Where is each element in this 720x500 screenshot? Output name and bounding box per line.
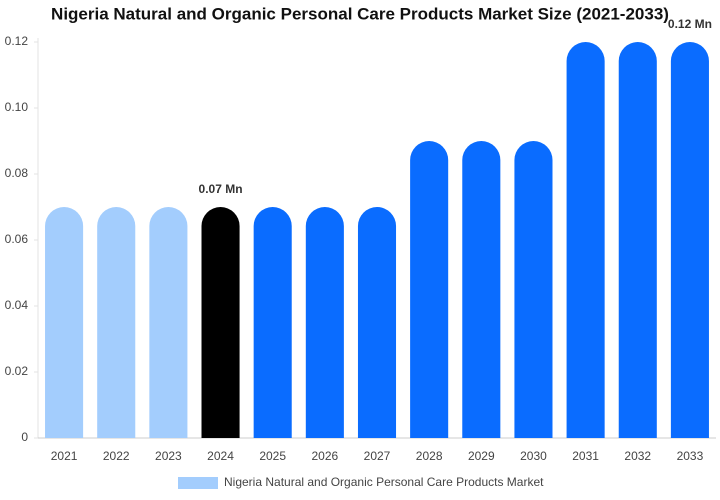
y-tick-label: 0.10 [5, 100, 29, 114]
x-tick-label: 2023 [155, 449, 182, 463]
data-label: 0.12 Mn [668, 17, 712, 31]
x-tick-label: 2026 [311, 449, 338, 463]
x-tick-label: 2028 [416, 449, 443, 463]
bar [253, 206, 292, 438]
x-tick-label: 2031 [572, 449, 599, 463]
legend-swatch [178, 477, 218, 489]
legend-label: Nigeria Natural and Organic Personal Car… [224, 475, 544, 489]
bar [462, 140, 501, 438]
bar [566, 41, 605, 438]
bar [97, 207, 136, 438]
y-tick-label: 0.08 [5, 166, 29, 180]
bar [45, 206, 84, 438]
x-tick-label: 2030 [520, 449, 547, 463]
x-tick-label: 2032 [624, 449, 651, 463]
x-tick-label: 2025 [259, 449, 286, 463]
y-tick-label: 0.12 [5, 34, 29, 48]
x-tick-label: 2027 [364, 449, 391, 463]
x-tick-label: 2022 [103, 449, 130, 463]
bar [618, 42, 657, 439]
bar [201, 206, 240, 438]
y-tick-label: 0 [21, 430, 28, 444]
x-tick-label: 2021 [51, 449, 78, 463]
x-tick-label: 2033 [677, 449, 704, 463]
x-tick-label: 2024 [207, 449, 234, 463]
bar [410, 141, 449, 438]
bar [305, 206, 344, 438]
y-tick-label: 0.06 [5, 232, 29, 246]
bar [514, 141, 553, 438]
chart-title: Nigeria Natural and Organic Personal Car… [51, 4, 669, 23]
bar [670, 41, 709, 438]
bar [149, 206, 188, 438]
bar [357, 206, 397, 438]
data-label: 0.07 Mn [199, 182, 243, 196]
x-tick-label: 2029 [468, 449, 495, 463]
y-tick-label: 0.02 [5, 364, 29, 378]
y-tick-label: 0.04 [5, 298, 29, 312]
